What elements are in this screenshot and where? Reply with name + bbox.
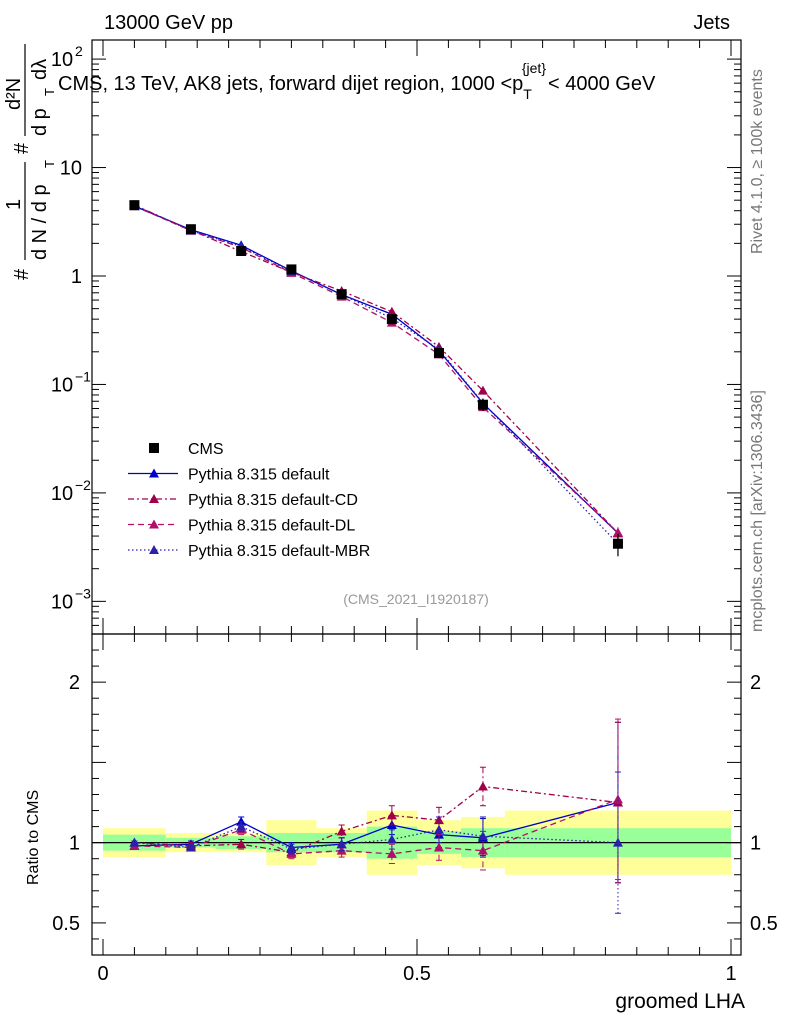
title-sub: T bbox=[523, 86, 532, 102]
ratio-marker-2-8 bbox=[612, 794, 623, 804]
y-label-frac1-den: d N / d p bbox=[29, 184, 51, 260]
title-main: CMS, 13 TeV, AK8 jets, forward dijet reg… bbox=[58, 73, 523, 95]
legend-marker-1 bbox=[149, 468, 159, 478]
mcplots-label: mcplots.cern.ch [arXiv:1306.3436] bbox=[749, 390, 766, 632]
legend-label-4: Pythia 8.315 default-MBR bbox=[188, 543, 370, 560]
y-axis-label: # 1 d N / d p T # d²N d p T dλ bbox=[3, 44, 57, 280]
ratio-marker-3-8 bbox=[612, 837, 623, 847]
legend-marker-2 bbox=[149, 494, 159, 503]
ratio-ytick-label-right-2: 0.5 bbox=[750, 913, 778, 935]
y-label-hash2: # bbox=[11, 142, 33, 154]
ratio-marker-3-4 bbox=[336, 839, 347, 849]
ratio-ytick-label-right-0: 2 bbox=[750, 672, 761, 694]
y-label-frac1-T: T bbox=[42, 160, 57, 168]
ratio-frame bbox=[91, 633, 742, 956]
xtick-label-1: 0.5 bbox=[403, 963, 431, 985]
legend: CMS Pythia 8.315 default Pythia 8.315 defa… bbox=[128, 441, 370, 560]
ratio-marker-1-5 bbox=[386, 810, 397, 820]
xtick-label-0: 0 bbox=[97, 963, 108, 985]
data-point-2 bbox=[236, 246, 247, 257]
main-marker-1-7 bbox=[477, 385, 488, 395]
main-ytick-label-4: 10 bbox=[51, 483, 73, 505]
ratio-marker-2-6 bbox=[433, 842, 444, 852]
data-point-1 bbox=[185, 224, 196, 235]
ratio-marker-1-7 bbox=[477, 781, 488, 791]
series-layer bbox=[129, 200, 623, 914]
ratio-marker-1-6 bbox=[433, 815, 444, 825]
main-ytick-label-0: 10 bbox=[51, 49, 73, 71]
data-point-7 bbox=[477, 399, 488, 410]
header-right: Jets bbox=[693, 12, 730, 34]
legend-marker-4 bbox=[149, 545, 159, 554]
ratio-marker-3-0 bbox=[129, 837, 140, 847]
main-marker-1-5 bbox=[386, 306, 397, 316]
ratio-y-label: Ratio to CMS bbox=[25, 790, 42, 885]
y-label-frac1-num: 1 bbox=[3, 199, 25, 210]
x-axis-label: groomed LHA bbox=[615, 990, 745, 1013]
rivet-label: Rivet 4.1.0, ≥ 100k events bbox=[749, 69, 766, 254]
legend-label-2: Pythia 8.315 default-CD bbox=[188, 492, 358, 509]
ratio-marker-3-7 bbox=[477, 831, 488, 841]
y-label-frac2-den2: dλ bbox=[29, 59, 51, 80]
y-label-hash1: # bbox=[11, 268, 33, 280]
title-tail: < 4000 GeV bbox=[548, 73, 656, 95]
main-ytick-exp-0: 2 bbox=[75, 43, 83, 59]
ratio-ytick-label-right-1: 1 bbox=[750, 833, 761, 855]
legend-marker-3 bbox=[149, 519, 159, 529]
y-label-frac2-den: d p bbox=[29, 108, 51, 136]
main-line-1 bbox=[134, 204, 619, 534]
ratio-marker-1-4 bbox=[336, 826, 347, 836]
main-ytick-exp-3: −1 bbox=[75, 368, 91, 384]
main-ytick-label-3: 10 bbox=[51, 374, 73, 396]
data-point-0 bbox=[129, 200, 140, 211]
main-line-0 bbox=[134, 205, 619, 534]
ratio-marker-3-2 bbox=[236, 821, 247, 831]
ratio-marker-3-3 bbox=[286, 844, 297, 854]
header-left: 13000 GeV pp bbox=[104, 12, 233, 34]
legend-label-0: CMS bbox=[188, 441, 224, 458]
data-point-3 bbox=[286, 264, 297, 275]
plot-title: CMS, 13 TeV, AK8 jets, forward dijet reg… bbox=[58, 60, 656, 102]
main-line-2 bbox=[134, 205, 619, 533]
main-ytick-exp-5: −3 bbox=[75, 585, 91, 601]
main-marker-2-8 bbox=[612, 527, 623, 537]
main-line-3 bbox=[134, 204, 619, 545]
ratio-marker-3-5 bbox=[386, 834, 397, 844]
ratio-ytick-label-left-1: 1 bbox=[69, 833, 80, 855]
analysis-id: (CMS_2021_I1920187) bbox=[343, 591, 489, 607]
legend-label-3: Pythia 8.315 default-DL bbox=[188, 518, 355, 535]
xtick-label-2: 1 bbox=[725, 963, 736, 985]
ratio-marker-3-6 bbox=[433, 824, 444, 834]
main-ytick-label-1: 10 bbox=[60, 158, 82, 180]
ratio-marker-1-2 bbox=[236, 839, 247, 849]
y-label-frac2-num: d²N bbox=[3, 78, 25, 110]
data-point-6 bbox=[433, 347, 444, 358]
y-label-frac2-T: T bbox=[42, 88, 57, 96]
data-point-8 bbox=[612, 538, 623, 549]
legend-label-1: Pythia 8.315 default bbox=[188, 467, 330, 484]
legend-marker-cms bbox=[149, 443, 159, 453]
main-ytick-label-5: 10 bbox=[51, 591, 73, 613]
ratio-marker-3-1 bbox=[185, 842, 196, 852]
main-ytick-label-2: 1 bbox=[71, 266, 82, 288]
ratio-ytick-label-left-0: 2 bbox=[69, 672, 80, 694]
data-point-5 bbox=[386, 314, 397, 325]
title-sup: {jet} bbox=[522, 60, 546, 76]
data-point-4 bbox=[336, 289, 347, 300]
ratio-ytick-label-left-2: 0.5 bbox=[52, 913, 80, 935]
main-ytick-exp-4: −2 bbox=[75, 477, 91, 493]
ratio-marker-2-5 bbox=[386, 848, 397, 858]
